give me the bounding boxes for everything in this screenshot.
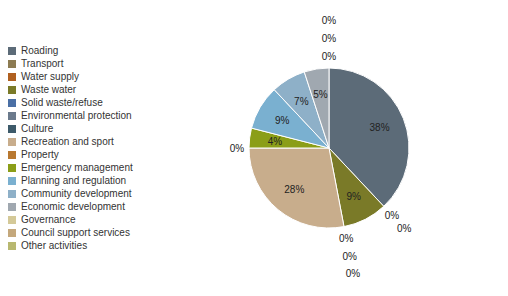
html-text:Solid waste/refuse: Solid waste/refuse — [21, 97, 103, 108]
html-text:Transport: Transport — [21, 58, 64, 69]
html-text:Emergency management: Emergency management — [21, 162, 133, 173]
html-text:Governance: Governance — [21, 214, 76, 225]
svg-text:0%: 0% — [342, 251, 357, 262]
svg-text:0%: 0% — [397, 223, 412, 234]
svg-text:0%: 0% — [322, 15, 337, 26]
svg-text:9%: 9% — [275, 115, 290, 126]
svg-text:0%: 0% — [322, 33, 337, 44]
html-text:Culture: Culture — [21, 123, 54, 134]
html-text:Council support services: Council support services — [21, 227, 130, 238]
svg-text:0%: 0% — [385, 210, 400, 221]
svg-text:5%: 5% — [313, 89, 328, 100]
svg-text:9%: 9% — [346, 191, 361, 202]
html-text:Water supply: Water supply — [21, 71, 79, 82]
html-text:Economic development: Economic development — [21, 201, 125, 212]
svg-text:38%: 38% — [370, 122, 390, 133]
html-text:Roading: Roading — [21, 45, 59, 56]
svg-text:0%: 0% — [322, 51, 337, 62]
html-text:Community development: Community development — [21, 188, 132, 199]
html-text:Other activities: Other activities — [21, 240, 88, 251]
svg-text:0%: 0% — [346, 268, 361, 279]
html-text:Recreation and sport: Recreation and sport — [21, 136, 114, 147]
svg-text:7%: 7% — [294, 96, 309, 107]
html-text:Property: Property — [21, 149, 59, 160]
svg-text:4%: 4% — [268, 136, 283, 147]
html-text:Planning and regulation: Planning and regulation — [21, 175, 127, 186]
svg-text:0%: 0% — [230, 143, 245, 154]
html-text:Environmental protection: Environmental protection — [21, 110, 132, 121]
svg-text:0%: 0% — [339, 233, 354, 244]
svg-text:28%: 28% — [284, 184, 304, 195]
html-text:Waste water: Waste water — [21, 84, 77, 95]
